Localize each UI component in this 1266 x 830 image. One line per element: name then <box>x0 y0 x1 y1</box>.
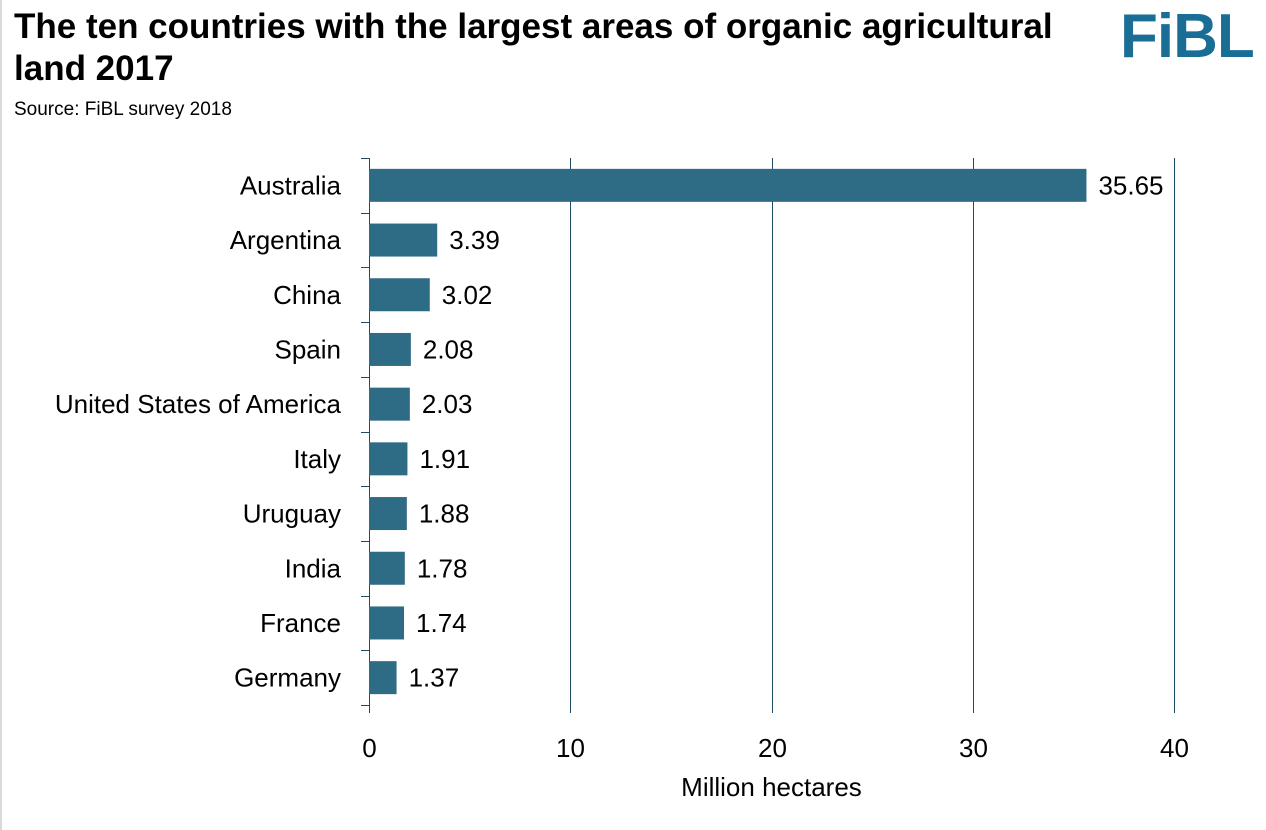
x-tick-label: 30 <box>959 733 988 763</box>
labels: 0 10 20 30 40 Australia 35.65 Argentina 3.39 Chin… <box>55 170 1189 763</box>
x-tick-label: 40 <box>1160 733 1189 763</box>
bars <box>369 168 1087 695</box>
data-label: 1.74 <box>416 608 467 638</box>
x-tick-label: 0 <box>362 733 376 763</box>
bar <box>369 551 405 585</box>
x-tick-label: 10 <box>556 733 585 763</box>
chart-title: The ten countries with the largest areas… <box>14 7 1053 88</box>
category-label: France <box>260 608 341 638</box>
bar <box>369 168 1087 202</box>
x-axis-title: Million hectares <box>681 772 862 802</box>
category-label: United States of America <box>55 389 342 419</box>
category-label: Spain <box>275 334 342 364</box>
bar <box>369 497 407 531</box>
bar <box>369 278 430 312</box>
category-label: Italy <box>293 444 341 474</box>
bar <box>369 387 410 421</box>
data-label: 1.37 <box>409 663 460 693</box>
category-label: Australia <box>240 170 342 200</box>
data-label: 1.91 <box>419 444 470 474</box>
x-tick-label: 20 <box>758 733 787 763</box>
category-label: Argentina <box>230 225 342 255</box>
category-label: China <box>273 280 341 310</box>
data-label: 2.03 <box>422 389 473 419</box>
bar <box>369 661 397 695</box>
category-label: Uruguay <box>243 499 341 529</box>
chart-source: Source: FiBL survey 2018 <box>14 99 232 120</box>
category-label: India <box>285 553 342 583</box>
bar <box>369 223 438 257</box>
data-label: 1.88 <box>419 499 470 529</box>
data-label: 2.08 <box>423 334 474 364</box>
data-label: 3.39 <box>449 225 500 255</box>
data-label: 1.78 <box>417 553 468 583</box>
left-frame-line <box>0 0 2 830</box>
data-label: 3.02 <box>442 280 493 310</box>
bar <box>369 332 411 366</box>
fibl-logo: FiBL <box>1120 2 1255 71</box>
data-label: 35.65 <box>1098 170 1163 200</box>
bar <box>369 442 408 476</box>
bar <box>369 606 405 640</box>
category-label: Germany <box>234 663 341 693</box>
